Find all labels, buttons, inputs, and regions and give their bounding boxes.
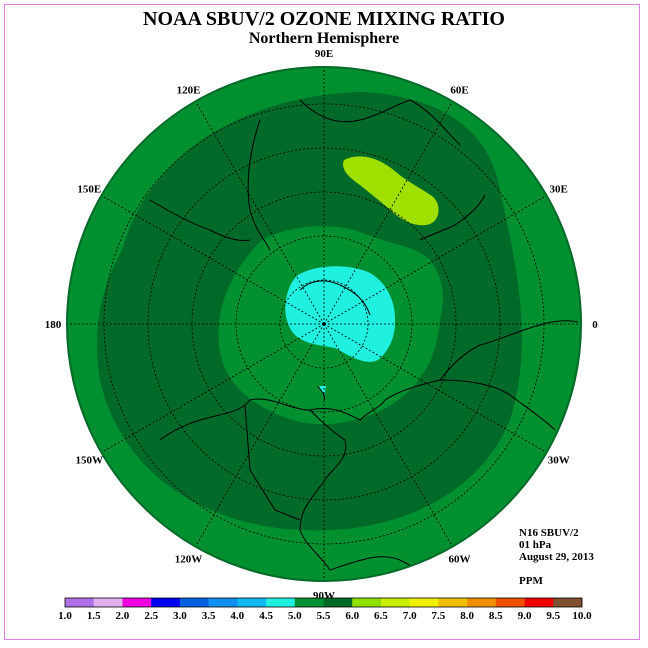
longitude-label: 0	[592, 319, 598, 331]
colorbar-tick-label: 4.5	[259, 610, 273, 622]
colorbar-swatch	[179, 598, 209, 607]
colorbar-swatch	[122, 598, 152, 607]
colorbar-tick-label: 3.5	[202, 610, 216, 622]
colorbar-tick-label: 2.5	[144, 610, 158, 622]
colorbar-tick-label: 8.0	[460, 610, 474, 622]
colorbar-tick-label: 5.5	[317, 610, 331, 622]
colorbar-swatch	[380, 598, 410, 607]
meridian-line	[323, 323, 453, 547]
meridian-line	[323, 323, 547, 453]
colorbar-tick-label: 7.5	[432, 610, 446, 622]
map-subtitle: Northern Hemisphere	[248, 30, 400, 47]
colorbar-tick-label: 10.0	[572, 610, 592, 622]
satellite-label: N16 SBUV/2	[519, 527, 579, 539]
colorbar-swatch	[294, 598, 324, 607]
colorbar-tick-label: 1.5	[87, 610, 101, 622]
colorbar-swatch	[352, 598, 382, 607]
longitude-label: 150W	[76, 455, 104, 467]
longitude-label: 90E	[315, 48, 333, 60]
colorbar-swatch	[524, 598, 554, 607]
colorbar-swatch	[409, 598, 439, 607]
meridian-line	[101, 195, 325, 325]
longitude-label: 60W	[449, 554, 471, 566]
units-label: PPM	[519, 575, 543, 587]
meridian-line	[323, 101, 453, 325]
colorbar-tick-label: 9.5	[546, 610, 560, 622]
longitude-label: 60E	[450, 84, 468, 96]
colorbar-tick-label: 6.5	[374, 610, 388, 622]
meridian-line	[101, 323, 325, 453]
colorbar-tick-label: 2.0	[116, 610, 130, 622]
longitude-label: 30E	[550, 184, 568, 196]
colorbar-swatch	[266, 598, 296, 607]
colorbar-labels: 1.0 1.5 2.0 2.5 3.0 3.5 4.0 4.5 5.0 5.5 6.0 6.5 7.0 7…	[58, 610, 592, 622]
colorbar-tick-label: 9.0	[518, 610, 532, 622]
longitude-label: 120W	[175, 554, 203, 566]
meridian-line	[195, 101, 325, 325]
colorbar-swatch	[151, 598, 181, 607]
polar-core	[285, 266, 396, 362]
colorbar	[64, 597, 583, 608]
colorbar-tick-label: 6.0	[345, 610, 359, 622]
meridian-line	[323, 195, 547, 325]
longitude-label: 150E	[77, 184, 101, 196]
colorbar-swatch	[553, 598, 583, 607]
colorbar-swatch	[495, 598, 525, 607]
colorbar-tick-label: 4.0	[230, 610, 244, 622]
colorbar-tick-label: 3.0	[173, 610, 187, 622]
colorbar-swatch	[93, 598, 123, 607]
longitude-label: 180	[45, 319, 62, 331]
colorbar-tick-label: 8.5	[489, 610, 503, 622]
colorbar-tick-label: 7.0	[403, 610, 417, 622]
map-title: NOAA SBUV/2 OZONE MIXING RATIO	[143, 8, 505, 30]
colorbar-swatch	[438, 598, 468, 607]
meridians	[67, 67, 581, 581]
meridian-line	[195, 323, 325, 547]
colorbar-swatch	[65, 598, 95, 607]
colorbar-tick-label: 5.0	[288, 610, 302, 622]
colorbar-swatch	[237, 598, 267, 607]
high-ozone-patch	[343, 156, 439, 226]
colorbar-swatch	[323, 598, 353, 607]
longitude-label: 120E	[177, 84, 201, 96]
date-label: August 29, 2013	[519, 551, 594, 563]
colorbar-swatch	[208, 598, 238, 607]
image-frame	[4, 4, 640, 640]
colorbar-tick-label: 1.0	[58, 610, 72, 622]
globe-edge	[66, 66, 582, 582]
longitude-label: 30W	[548, 455, 570, 467]
colorbar-swatch	[467, 598, 497, 607]
colorbar-frame	[64, 597, 583, 608]
pressure-level: 01 hPa	[519, 539, 552, 551]
